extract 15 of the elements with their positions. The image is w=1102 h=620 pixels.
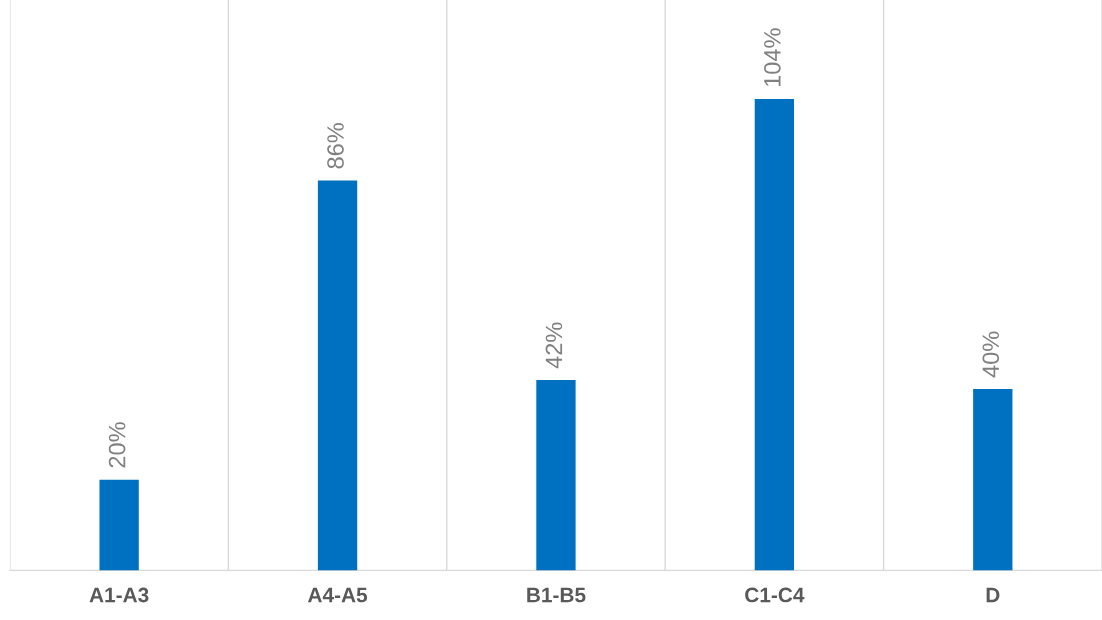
x-tick-label: A4-A5 bbox=[307, 587, 368, 603]
bar bbox=[99, 479, 139, 571]
data-label: 86% bbox=[327, 123, 344, 169]
bar bbox=[536, 380, 576, 571]
bar bbox=[754, 99, 795, 571]
x-tick-label: C1-C4 bbox=[745, 587, 805, 603]
data-label: 20% bbox=[108, 422, 126, 468]
x-tick-label: D bbox=[986, 587, 1000, 603]
x-tick-label: A1-A3 bbox=[89, 587, 149, 603]
data-label: 42% bbox=[545, 322, 563, 369]
data-label: 104% bbox=[763, 28, 781, 87]
x-tick-label: B1-B5 bbox=[527, 587, 586, 603]
bar bbox=[973, 389, 1013, 571]
data-label: 40% bbox=[982, 331, 1000, 378]
bar bbox=[317, 180, 358, 571]
